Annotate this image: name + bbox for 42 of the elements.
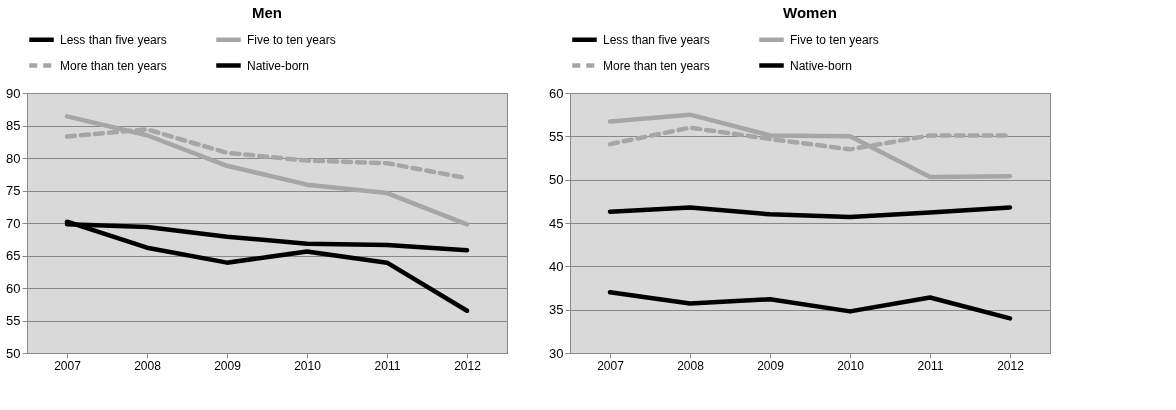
legend-label: Native-born: [247, 58, 310, 73]
x-tick-label: 2010: [294, 358, 322, 373]
y-tick-label: 90: [6, 85, 21, 101]
y-tick-label: 75: [6, 183, 21, 198]
y-tick-label: 65: [6, 248, 21, 263]
y-tick-label: 40: [549, 258, 564, 274]
line-series: [607, 112, 1013, 180]
y-tick-label: 55: [549, 128, 564, 144]
chart-title: Women: [783, 4, 837, 21]
x-tick-label: 2007: [54, 358, 82, 373]
y-tick-label: 85: [6, 118, 21, 133]
x-tick-label: 2009: [214, 358, 242, 373]
x-tick-label: 2011: [374, 358, 401, 373]
y-tick-label: 30: [549, 345, 564, 361]
y-tick-label: 60: [6, 280, 21, 296]
y-tick-label: 50: [549, 172, 564, 188]
line-series: [607, 205, 1013, 220]
legend-label: Less than five years: [60, 32, 167, 47]
line-series: [64, 114, 470, 227]
chart-title: Men: [252, 4, 282, 21]
x-tick-label: 2012: [997, 358, 1025, 373]
x-tick-label: 2008: [134, 358, 162, 373]
x-tick-label: 2012: [454, 358, 482, 373]
y-tick-label: 55: [6, 313, 21, 328]
y-tick-label: 80: [6, 150, 21, 166]
legend-label: Native-born: [790, 58, 853, 73]
legend-label: More than ten years: [603, 58, 710, 73]
y-tick-label: 50: [6, 345, 21, 361]
legend-label: Five to ten years: [790, 32, 879, 47]
legend-label: More than ten years: [60, 58, 167, 73]
legend-label: Less than five years: [603, 32, 710, 47]
line-series: [607, 290, 1013, 321]
x-tick-label: 2010: [837, 358, 865, 373]
y-tick-label: 45: [549, 215, 564, 231]
legend-label: Five to ten years: [247, 32, 336, 47]
x-tick-label: 2011: [917, 358, 944, 373]
x-tick-label: 2008: [677, 358, 705, 373]
y-tick-label: 70: [6, 215, 21, 231]
x-tick-label: 2007: [597, 358, 625, 373]
y-tick-label: 35: [549, 302, 564, 318]
y-tick-label: 60: [549, 85, 564, 101]
x-tick-label: 2009: [757, 358, 785, 373]
